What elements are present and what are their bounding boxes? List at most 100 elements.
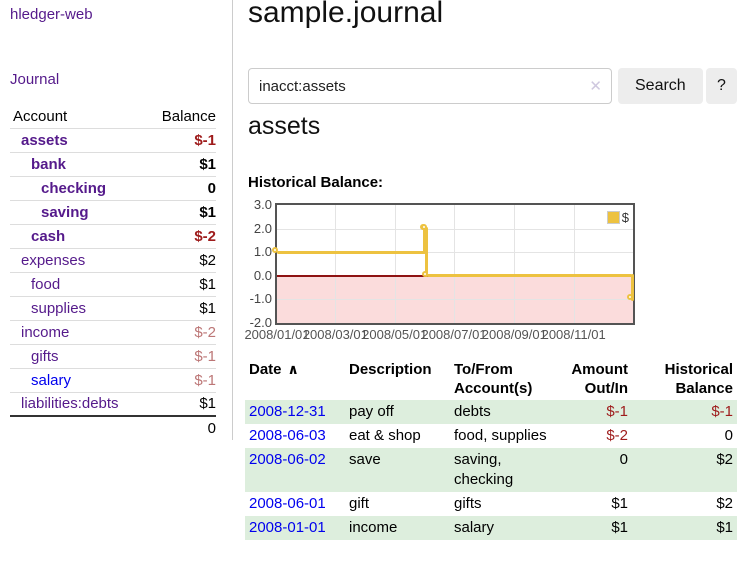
series-line-segment bbox=[423, 227, 427, 254]
account-row: expenses $2 bbox=[10, 248, 216, 273]
app-title-link[interactable]: hledger-web bbox=[10, 6, 93, 23]
account-balance: 0 bbox=[147, 176, 216, 201]
data-point-marker bbox=[627, 294, 634, 301]
sidebar-account-link[interactable]: bank bbox=[31, 155, 67, 173]
sort-ascending-icon: ∧ bbox=[287, 361, 299, 377]
transaction-date-link[interactable]: 2008-06-03 bbox=[249, 427, 326, 444]
account-balance: $-2 bbox=[147, 320, 216, 345]
transaction-date-link[interactable]: 2008-12-31 bbox=[249, 403, 326, 420]
series-line-segment bbox=[426, 274, 633, 278]
x-axis-tick-label: 2008/11/01 bbox=[541, 327, 606, 342]
account-balance: $-1 bbox=[147, 368, 216, 393]
help-button[interactable]: ? bbox=[706, 68, 737, 104]
accounts-header-account: Account bbox=[10, 106, 148, 129]
series-line-segment bbox=[425, 227, 429, 278]
account-balance: $1 bbox=[147, 152, 216, 177]
x-axis-tick-label: 2008/05/01 bbox=[362, 327, 428, 342]
series-line-segment bbox=[630, 274, 634, 301]
account-name-cell: cash bbox=[10, 224, 148, 249]
historical-balance-chart: $ 3.0 2.0 1.0 0.0 -1.0 -2.0 2008/01/01 2008/03/… bbox=[244, 197, 742, 349]
register-header-accounts: To/From Account(s) bbox=[454, 361, 533, 397]
account-name-cell: expenses bbox=[10, 248, 148, 273]
y-axis-tick-label: -2.0 bbox=[249, 315, 272, 330]
sidebar-account-link[interactable]: salary bbox=[31, 371, 72, 389]
register-accounts-cell: debts bbox=[454, 403, 491, 420]
x-axis-tick-label: 2008/09/01 bbox=[481, 327, 547, 342]
register-amount-cell: $1 bbox=[611, 519, 628, 536]
sidebar-account-link[interactable]: checking bbox=[41, 179, 107, 197]
transaction-date-link[interactable]: 2008-06-02 bbox=[249, 451, 326, 468]
register-row: 2008-06-03 eat & shop food, supplies $-2 0 bbox=[245, 424, 737, 448]
page-title: sample.journal bbox=[248, 0, 444, 29]
account-name-cell: saving bbox=[10, 200, 148, 225]
sidebar-item-journal[interactable]: Journal bbox=[10, 71, 60, 88]
register-date-cell: 2008-12-31 bbox=[245, 400, 345, 424]
x-axis-tick-label: 2008/01/01 bbox=[244, 327, 310, 342]
accounts-total-value: 0 bbox=[147, 415, 216, 440]
chart-legend: $ bbox=[606, 210, 629, 225]
y-axis-tick-label: 1.0 bbox=[253, 244, 272, 260]
search-input[interactable] bbox=[248, 68, 612, 104]
register-date-cell: 2008-06-01 bbox=[245, 492, 345, 516]
account-balance: $2 bbox=[147, 248, 216, 273]
gridline-horizontal bbox=[277, 229, 633, 230]
data-point-marker bbox=[421, 270, 428, 277]
account-row: supplies $1 bbox=[10, 296, 216, 321]
account-name-cell: bank bbox=[10, 152, 148, 177]
register-row: 2008-06-02 save saving, checking 0 $2 bbox=[245, 448, 737, 492]
gridline-horizontal bbox=[277, 252, 633, 253]
account-name-cell: income bbox=[10, 320, 148, 345]
register-accounts-cell: food, supplies bbox=[454, 427, 547, 444]
register-accounts-cell: salary bbox=[454, 519, 495, 536]
register-amount-cell: 0 bbox=[619, 451, 628, 468]
x-axis-tick-label: 2008/03/01 bbox=[302, 327, 368, 342]
register-date-cell: 2008-06-02 bbox=[245, 448, 345, 492]
sidebar-account-link[interactable]: saving bbox=[41, 203, 89, 221]
series-line-segment bbox=[277, 250, 425, 254]
y-axis-tick-label: 0.0 bbox=[253, 267, 272, 283]
y-axis-tick-label: 3.0 bbox=[253, 197, 272, 212]
y-axis-tick-label: -1.0 bbox=[249, 291, 272, 307]
register-header-row: Date ∧ Description To/From Account(s) Amo… bbox=[245, 358, 737, 400]
search-box: ✕ bbox=[248, 68, 612, 104]
account-name-cell: food bbox=[10, 272, 148, 297]
account-balance: $-2 bbox=[147, 224, 216, 249]
legend-label: $ bbox=[621, 210, 629, 225]
account-row: food $1 bbox=[10, 272, 216, 297]
sidebar-account-link[interactable]: assets bbox=[21, 131, 68, 149]
x-axis-tick-label: 2008/07/01 bbox=[421, 327, 487, 342]
transaction-date-link[interactable]: 2008-01-01 bbox=[249, 519, 326, 536]
account-row: income $-2 bbox=[10, 320, 216, 345]
register-balance-cell: $1 bbox=[716, 519, 733, 536]
register-date-cell: 2008-01-01 bbox=[245, 516, 345, 540]
register-description-cell: save bbox=[349, 451, 381, 468]
sidebar-account-link[interactable]: income bbox=[21, 323, 70, 341]
sidebar-account-link[interactable]: expenses bbox=[21, 251, 86, 269]
account-balance: $1 bbox=[147, 272, 216, 297]
register-header-description: Description bbox=[349, 361, 432, 378]
register-description-cell: eat & shop bbox=[349, 427, 421, 444]
sidebar-account-link[interactable]: food bbox=[31, 275, 61, 293]
gridline-horizontal bbox=[277, 299, 633, 300]
sidebar-account-link[interactable]: cash bbox=[31, 227, 66, 245]
sidebar: hledger-web Journal Account Balance asse… bbox=[0, 0, 233, 440]
register-table: Date ∧ Description To/From Account(s) Amo… bbox=[245, 358, 737, 540]
clear-icon[interactable]: ✕ bbox=[589, 78, 602, 95]
account-name-cell: assets bbox=[10, 128, 148, 153]
y-axis-tick-label: 2.0 bbox=[253, 220, 272, 236]
chart-plot-area[interactable]: $ bbox=[272, 203, 635, 325]
register-header-amount: Amount Out/In bbox=[571, 361, 628, 397]
register-header-balance: Historical Balance bbox=[664, 361, 733, 397]
transaction-date-link[interactable]: 2008-06-01 bbox=[249, 495, 326, 512]
sidebar-account-link[interactable]: liabilities:debts bbox=[21, 395, 119, 413]
register-date-cell: 2008-06-03 bbox=[245, 424, 345, 448]
accounts-total-row: 0 bbox=[10, 415, 216, 440]
account-name-cell: liabilities:debts bbox=[10, 392, 148, 417]
sidebar-account-link[interactable]: gifts bbox=[31, 347, 59, 365]
register-amount-cell: $-2 bbox=[606, 427, 628, 444]
accounts-header-balance: Balance bbox=[147, 106, 216, 129]
account-row: gifts $-1 bbox=[10, 344, 216, 369]
register-header-date[interactable]: Date ∧ bbox=[249, 361, 299, 378]
search-button[interactable]: Search bbox=[618, 68, 703, 104]
sidebar-account-link[interactable]: supplies bbox=[31, 299, 87, 317]
